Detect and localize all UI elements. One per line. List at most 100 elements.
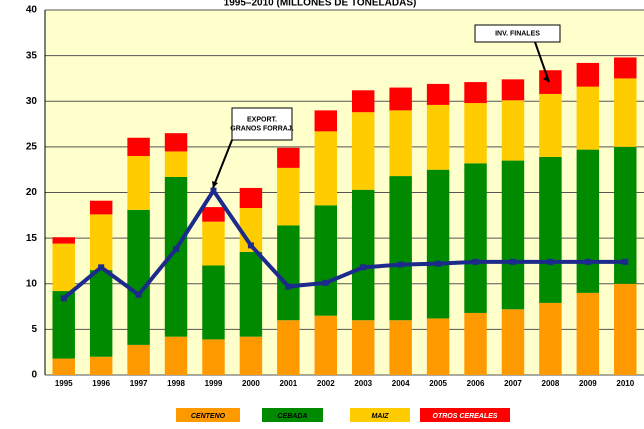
bar-segment <box>127 137 150 156</box>
line-marker <box>435 260 442 267</box>
bar-segment <box>52 291 75 359</box>
x-tick-label: 2007 <box>504 379 522 388</box>
bar-segment <box>501 79 525 101</box>
y-tick-label: 35 <box>26 50 38 61</box>
bar-segment <box>576 292 600 375</box>
arrow-head <box>212 181 218 188</box>
y-tick-label: 15 <box>26 233 38 244</box>
line-marker <box>360 264 367 271</box>
bar-segment <box>464 163 487 313</box>
bar-segment <box>539 70 562 94</box>
bar-segment <box>239 251 263 337</box>
x-tick-label: 2005 <box>429 379 447 388</box>
line-marker <box>509 258 516 265</box>
bar-segment <box>426 83 450 105</box>
annotation-arrow <box>534 41 550 83</box>
bar-segment <box>614 283 637 375</box>
annotation-box <box>231 107 293 141</box>
bar-segment <box>576 149 600 293</box>
bar-segment <box>277 225 300 321</box>
bar-segment <box>89 356 113 375</box>
bar-segment <box>464 103 487 164</box>
bar-segment <box>464 82 487 104</box>
bar-segment <box>164 151 188 177</box>
bar-segment <box>314 110 338 132</box>
bar-segment <box>52 237 75 244</box>
bar-segment <box>277 147 300 168</box>
line-marker <box>247 242 254 249</box>
bar-segment <box>426 169 450 319</box>
bar-segment <box>52 358 75 375</box>
bar-segment <box>239 208 263 252</box>
annotation-box <box>474 24 561 43</box>
bar-segment <box>202 265 225 340</box>
x-tick-label: 1996 <box>92 379 110 388</box>
line-marker <box>210 187 217 194</box>
bar-segment <box>164 336 188 375</box>
legend-label: CENTENO <box>191 413 226 420</box>
y-tick-label: 30 <box>26 96 38 107</box>
line-marker <box>322 279 329 286</box>
y-tick-label: 10 <box>26 278 38 289</box>
bar-segment <box>164 133 188 152</box>
y-tick-label: 25 <box>26 142 38 153</box>
bar-segment <box>389 110 412 177</box>
line-marker <box>547 258 554 265</box>
bar-segment <box>277 167 300 226</box>
bar-segment <box>389 176 412 321</box>
bar-segment <box>202 207 225 222</box>
bar-segment <box>351 90 375 113</box>
bar-segment <box>539 93 562 157</box>
line <box>62 187 626 300</box>
bar-segment <box>614 146 637 284</box>
x-tick-label: 1999 <box>205 379 223 388</box>
line-marker <box>584 258 591 265</box>
x-tick-label: 2004 <box>392 379 410 388</box>
line-marker <box>98 264 105 271</box>
bar-segment <box>277 320 300 375</box>
bar-segment <box>351 320 375 375</box>
bar-segment <box>539 302 562 375</box>
annotation-text: GRANOS FORRAJ. <box>230 125 293 132</box>
bar-segment <box>202 339 225 375</box>
legend-swatch <box>176 408 240 422</box>
y-tick-label: 20 <box>26 187 38 198</box>
annotation-arrow <box>212 139 233 189</box>
x-tick-label: 1998 <box>167 379 185 388</box>
arrow-head <box>543 76 549 82</box>
bar-segment <box>89 200 113 215</box>
bar-segment <box>314 131 338 206</box>
x-tick-label: 2000 <box>242 379 260 388</box>
y-tick-label: 5 <box>31 324 37 335</box>
bar-segment <box>52 243 75 292</box>
bar-segment <box>389 87 412 111</box>
bar-segment <box>576 62 600 87</box>
bar-segment <box>127 209 150 345</box>
line-marker <box>285 283 292 290</box>
line-marker <box>135 291 142 298</box>
x-tick-label: 2003 <box>354 379 372 388</box>
bar-segment <box>314 205 338 316</box>
legend-label: MAIZ <box>371 413 389 420</box>
bar-segment <box>164 176 188 337</box>
legend-label: CEBADA <box>278 413 308 420</box>
bar-segment <box>89 214 113 271</box>
bar-segment <box>426 104 450 170</box>
x-tick-label: 2006 <box>467 379 485 388</box>
bar-segment <box>501 100 525 161</box>
line-marker <box>173 246 180 253</box>
bar-segment <box>614 78 637 147</box>
bar-segment <box>576 86 600 150</box>
annotation-text: EXPORT. <box>247 116 277 123</box>
legend-label: OTROS CEREALES <box>433 413 498 420</box>
y-tick-label: 0 <box>31 370 37 381</box>
bar-segment <box>127 344 150 375</box>
bar-segment <box>239 336 263 375</box>
legend-swatch <box>350 408 410 422</box>
bar-segment <box>389 320 412 375</box>
bar-segment <box>89 270 113 357</box>
chart-title: 1995–2010 (MILLONES DE TONELADAS) <box>224 0 417 9</box>
bar-segment <box>351 189 375 321</box>
line-marker <box>397 261 404 268</box>
bar-segment <box>202 221 225 266</box>
